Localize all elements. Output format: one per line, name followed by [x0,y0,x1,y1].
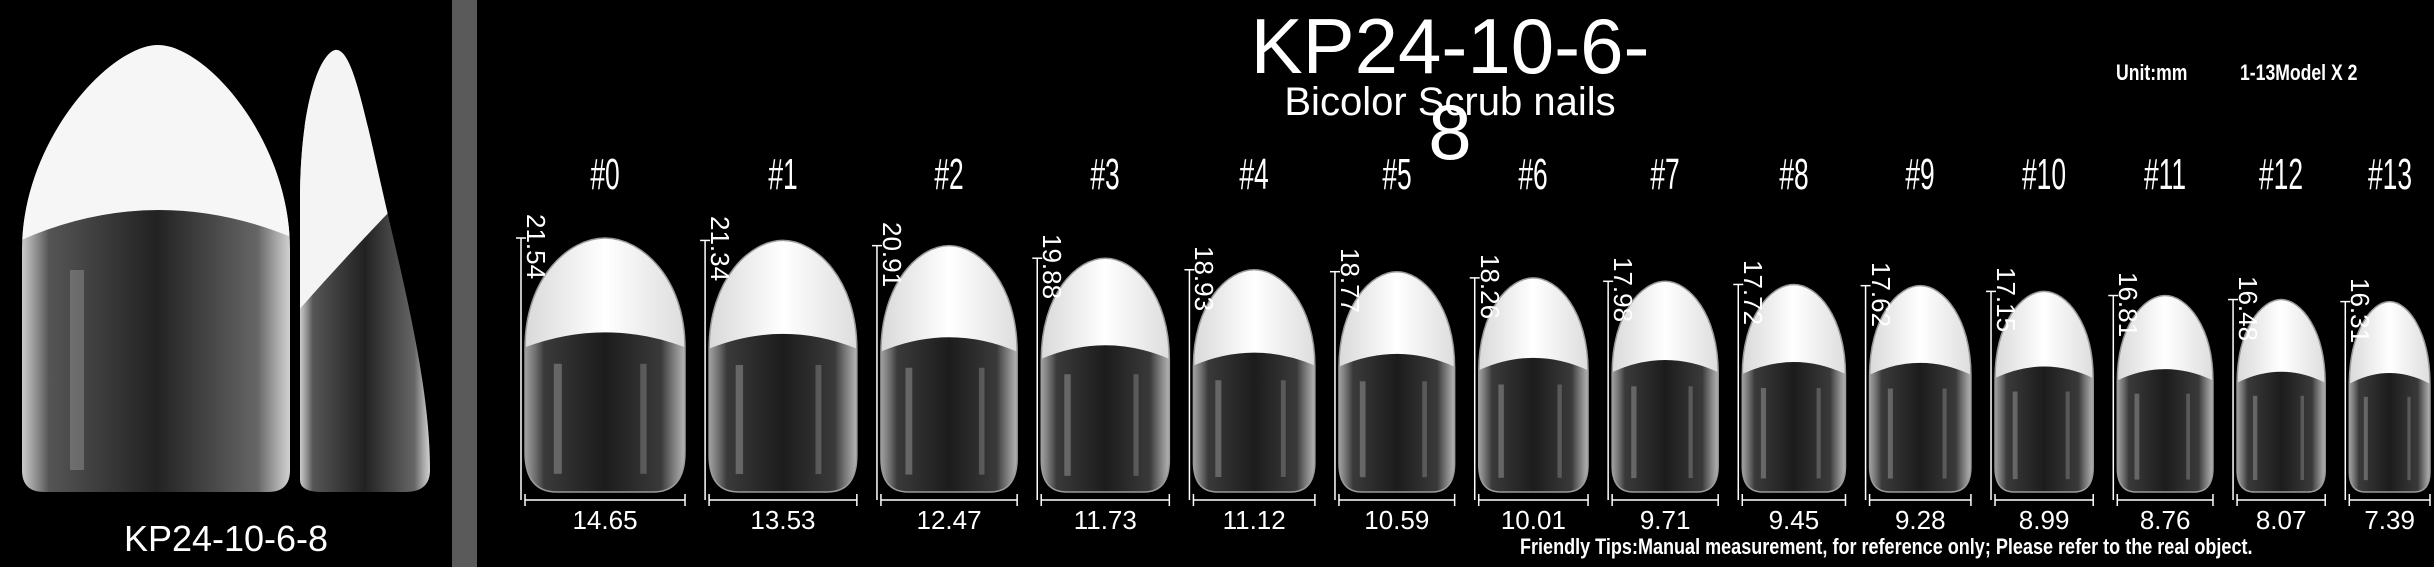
nail-8 [1741,283,1847,493]
nail-tip [1041,258,1170,360]
size-label: #12 [2259,150,2304,199]
width-value: 7.39 [2364,505,2415,535]
height-value: 21.34 [705,216,736,282]
nail-6 [1477,277,1589,493]
size-label: #4 [1239,150,1269,199]
nail-tip [1338,271,1455,368]
nail-tip [1869,285,1971,376]
left-panel: KP24-10-6-8 [0,0,452,567]
size-label: #9 [1905,150,1935,199]
nail-tip [2237,299,2326,384]
width-value: 11.73 [1073,505,1137,535]
height-value: 17.98 [1608,257,1639,323]
nail-tip [2349,301,2430,385]
nail-4 [1192,268,1316,493]
nail-tip [709,240,857,350]
height-value: 20.91 [876,221,907,287]
nail-10 [1994,290,2094,493]
height-value: 16.31 [2345,277,2376,343]
size-label: #2 [934,150,964,199]
width-value: 8.99 [2018,505,2070,535]
width-value: 9.45 [1768,505,1820,535]
nail-13 [2348,300,2431,493]
unit-label: Unit:mm [2116,60,2188,85]
product-title: KP24-10-6-8 [1250,2,1650,176]
width-value: 14.65 [572,505,638,535]
nail-tip [1193,269,1315,367]
nail-7 [1611,280,1719,493]
size-label: #11 [2144,150,2187,199]
size-label: #5 [1382,150,1412,199]
size-label: #6 [1518,150,1549,199]
nail-tip [1742,284,1846,375]
nail-2 [880,244,1018,493]
nail-tip [880,245,1018,353]
height-value: 18.26 [1474,253,1505,319]
width-value: 10.59 [1364,505,1430,535]
left-caption: KP24-10-6-8 [123,518,329,559]
nail-11 [2116,294,2214,493]
nail-9 [1868,284,1972,493]
height-value: 17.72 [1738,260,1769,326]
nail-1 [708,239,858,493]
model-label: 1-13Model X 2 [2240,60,2358,85]
height-value: 19.88 [1037,234,1068,300]
width-value: 8.07 [2255,505,2307,535]
height-value: 16.81 [2113,271,2144,337]
size-label: #1 [768,150,798,199]
width-value: 9.71 [1639,505,1691,535]
width-value: 11.12 [1222,505,1286,535]
height-value: 17.62 [1865,261,1896,327]
height-value: 16.48 [2233,275,2264,341]
width-value: 13.53 [750,505,816,535]
height-value: 18.77 [1334,247,1365,313]
width-value: 9.28 [1894,505,1946,535]
friendly-tips: Friendly Tips:Manual measurement, for re… [1520,534,2253,559]
size-label: #13 [2367,150,2412,199]
size-label: #0 [590,150,620,199]
size-label: #7 [1650,150,1680,199]
height-value: 17.15 [1991,267,2022,333]
nail-tip [1612,281,1719,374]
height-value: 21.54 [521,214,551,280]
size-label: #3 [1090,150,1120,199]
width-value: 10.01 [1500,505,1566,535]
nail-3 [1040,257,1171,493]
large-nail-illustration [22,45,430,493]
nail-tip [525,238,685,349]
width-value: 8.76 [2139,505,2191,535]
size-label: #8 [1779,150,1809,199]
panel-divider [452,0,477,567]
height-value: 18.93 [1189,245,1220,311]
nail-0 [524,237,686,493]
nail-5 [1338,270,1456,493]
nail-tip [2117,295,2213,382]
product-subtitle: Bicolor Scrub nails [1284,80,1616,124]
nail-12 [2236,298,2326,493]
nail-tip [1995,291,2094,380]
width-value: 12.47 [916,505,982,535]
size-label: #10 [2022,150,2067,199]
nail-tip [1478,277,1589,372]
